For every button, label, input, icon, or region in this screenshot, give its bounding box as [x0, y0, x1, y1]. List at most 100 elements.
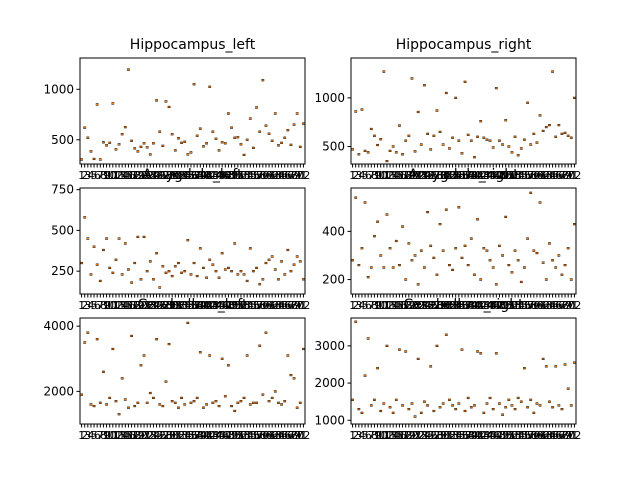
x-tick-label: 45: [212, 299, 226, 312]
x-tick-label: 15: [389, 169, 403, 182]
x-tick-label: 67: [552, 169, 566, 182]
x-tick-label: 58: [253, 169, 267, 182]
x-tick-label: 21: [408, 169, 422, 182]
x-tick-label: 17: [125, 169, 139, 182]
x-tick-label: 40: [467, 429, 481, 442]
x-tick-label: 72: [296, 429, 310, 442]
x-tick-label: 45: [212, 429, 226, 442]
x-tick-label: 40: [467, 169, 481, 182]
x-tick-label: 7: [97, 299, 104, 312]
x-tick-label: 39: [464, 429, 478, 442]
x-tick-label: 4: [358, 299, 365, 312]
x-tick-label: 10: [103, 169, 117, 182]
x-tick-label: 45: [483, 169, 497, 182]
x-tick-label: 26: [153, 429, 167, 442]
x-tick-label: 31: [168, 299, 182, 312]
x-tick-label: 49: [225, 429, 239, 442]
x-tick-label: 50: [228, 299, 242, 312]
x-tick-label: 14: [115, 429, 129, 442]
x-tick-label: 36: [455, 429, 469, 442]
x-tick-label: 9: [374, 429, 381, 442]
x-tick-label: 58: [524, 169, 538, 182]
x-tick-label: 19: [402, 169, 416, 182]
x-tick-label: 70: [290, 299, 304, 312]
x-tick-label: 33: [446, 429, 460, 442]
x-tick-label: 54: [240, 299, 254, 312]
x-tick-label: 70: [290, 429, 304, 442]
x-tick-label: 13: [112, 429, 126, 442]
x-tick-label: 14: [386, 429, 400, 442]
x-tick-label: 37: [187, 299, 201, 312]
x-tick-label: 16: [121, 299, 135, 312]
x-tick-label: 48: [221, 169, 235, 182]
x-tick-label: 24: [146, 169, 160, 182]
x-tick-label: 42: [203, 169, 217, 182]
subplot-title: Hippocampus_left: [130, 37, 256, 53]
x-tick-label: 32: [442, 429, 456, 442]
x-tick-label: 15: [118, 429, 132, 442]
x-tick-label: 43: [477, 299, 491, 312]
x-tick-label: 44: [480, 299, 494, 312]
x-tick-label: 23: [414, 429, 428, 442]
x-tick-label: 1: [349, 299, 356, 312]
x-tick-label: 13: [112, 299, 126, 312]
x-tick-label: 30: [436, 169, 450, 182]
x-tick-label: 61: [533, 299, 547, 312]
x-tick-label: 46: [486, 429, 500, 442]
x-tick-label: 51: [502, 429, 516, 442]
x-tick-label: 35: [181, 299, 195, 312]
x-tick-label: 9: [374, 169, 381, 182]
x-tick-label: 69: [287, 299, 301, 312]
x-tick-label: 35: [452, 169, 466, 182]
x-tick-label: 31: [168, 169, 182, 182]
x-tick-label: 34: [449, 299, 463, 312]
x-tick-label: 41: [471, 299, 485, 312]
x-tick-label: 68: [555, 169, 569, 182]
subplot-amygdala-right: 1234567891011121314151617181920212223242…: [322, 167, 581, 312]
x-tick-label: 37: [187, 429, 201, 442]
x-tick-label: 20: [134, 299, 148, 312]
x-tick-label: 66: [278, 169, 292, 182]
x-tick-label: 40: [196, 299, 210, 312]
x-tick-label: 24: [417, 299, 431, 312]
x-tick-label: 62: [265, 169, 279, 182]
x-tick-label: 38: [461, 429, 475, 442]
x-tick-label: 69: [558, 429, 572, 442]
y-tick-label: 1000: [314, 413, 345, 427]
x-tick-label: 13: [383, 299, 397, 312]
x-tick-label: 19: [131, 299, 145, 312]
x-tick-label: 33: [175, 429, 189, 442]
x-tick-label: 28: [430, 299, 444, 312]
x-tick-label: 47: [489, 429, 503, 442]
x-tick-label: 44: [209, 299, 223, 312]
subplot-cerebellum-right: 1234567891011121314151617181920212223242…: [314, 297, 581, 442]
x-tick-label: 7: [368, 299, 375, 312]
x-tick-label: 20: [134, 429, 148, 442]
x-tick-label: 28: [430, 169, 444, 182]
x-tick-label: 56: [517, 169, 531, 182]
x-tick-label: 65: [275, 429, 289, 442]
x-tick-label: 51: [502, 169, 516, 182]
x-tick-label: 71: [293, 169, 307, 182]
x-tick-label: 36: [184, 299, 198, 312]
x-tick-label: 43: [206, 169, 220, 182]
x-tick-label: 66: [278, 299, 292, 312]
x-tick-label: 16: [121, 169, 135, 182]
x-tick-label: 50: [499, 169, 513, 182]
x-tick-label: 29: [433, 299, 447, 312]
subplot-title: Cerebellum_right: [403, 297, 524, 313]
x-tick-label: 40: [196, 429, 210, 442]
y-tick-label: 500: [51, 223, 74, 237]
x-tick-label: 59: [256, 299, 270, 312]
x-tick-label: 51: [231, 429, 245, 442]
x-tick-label: 5: [362, 169, 369, 182]
x-tick-label: 62: [536, 299, 550, 312]
x-tick-label: 49: [496, 429, 510, 442]
x-tick-label: 29: [162, 429, 176, 442]
x-tick-label: 6: [94, 169, 101, 182]
x-tick-label: 57: [521, 299, 535, 312]
x-tick-label: 7: [97, 429, 104, 442]
x-tick-label: 72: [567, 169, 581, 182]
x-tick-label: 25: [421, 299, 435, 312]
x-tick-label: 44: [480, 169, 494, 182]
